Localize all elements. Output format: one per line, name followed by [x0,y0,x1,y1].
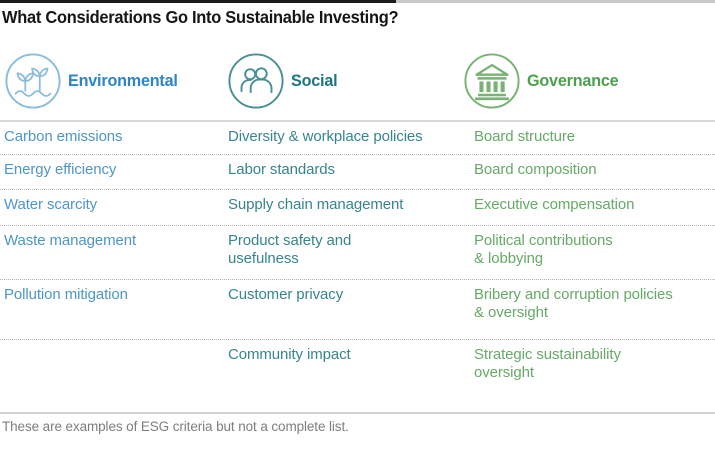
esg-item: Waste management [4,232,137,249]
seedling-water-icon [5,53,61,109]
esg-item: Product safety and usefulness [228,232,352,267]
esg-item: Labor standards [228,161,335,178]
esg-item: Energy efficiency [4,161,117,178]
esg-item: Political contributions & lobbying [474,232,613,267]
top-rule [0,0,396,3]
table-row: Waste management Product safety and usefu… [0,226,715,280]
bank-building-icon [464,53,520,109]
esg-item: Board structure [474,128,576,145]
esg-item: Bribery and corruption policies & oversi… [474,286,673,321]
top-rule-light [396,0,715,3]
column-label-environmental: Environmental [68,71,178,90]
esg-item: Water scarcity [4,196,98,213]
footnote: These are examples of ESG criteria but n… [2,419,349,434]
esg-item: Board composition [474,161,597,178]
table-row: Energy efficiency Labor standards Board co… [0,155,715,190]
table-row: Carbon emissions Diversity & workplace po… [0,122,715,155]
esg-item: Carbon emissions [4,128,123,145]
column-label-social: Social [291,71,338,90]
page-title: What Considerations Go Into Sustainable … [2,7,399,27]
header-separator [0,120,715,122]
table-row: Community impact Strategic sustainability… [0,340,715,408]
esg-item: Pollution mitigation [4,286,128,303]
esg-item: Supply chain management [228,196,404,213]
table-row: Pollution mitigation Customer privacy Brib… [0,280,715,340]
footer-separator [0,412,715,414]
esg-item: Strategic sustainability oversight [474,346,621,381]
esg-item: Diversity & workplace policies [228,128,423,145]
people-icon [228,53,284,109]
esg-item: Customer privacy [228,286,344,303]
esg-item: Community impact [228,346,351,363]
column-label-governance: Governance [527,71,619,90]
table-row: Water scarcity Supply chain management Exe… [0,190,715,226]
esg-table: Carbon emissions Diversity & workplace po… [0,122,715,408]
esg-item: Executive compensation [474,196,635,213]
